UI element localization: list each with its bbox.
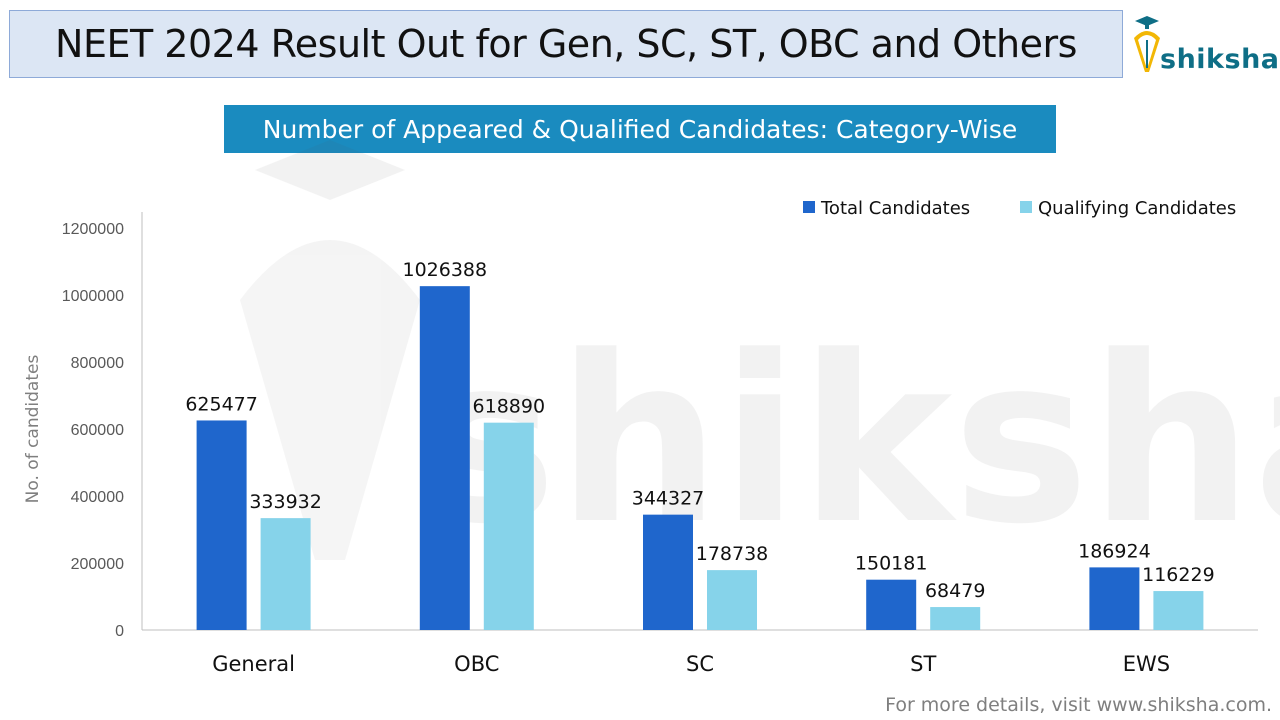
data-label: 1026388 [402, 259, 487, 281]
y-tick-label: 400000 [71, 489, 124, 506]
bar-qualifying-candidates [483, 422, 534, 630]
x-tick-label: SC [686, 652, 714, 676]
legend-total-candidates-swatch [803, 201, 815, 213]
bar-total-candidates [1089, 567, 1140, 630]
shiksha-logo-icon [1134, 16, 1160, 72]
y-tick-label: 200000 [71, 556, 124, 573]
data-label: 333932 [249, 491, 322, 513]
data-label: 625477 [185, 393, 258, 415]
bar-qualifying-candidates [707, 570, 757, 630]
logo-text: shiksha [1160, 44, 1280, 75]
chart-title: Number of Appeared & Qualified Candidate… [262, 114, 1018, 144]
watermark-cap-icon [255, 140, 405, 200]
page-title: NEET 2024 Result Out for Gen, SC, ST, OB… [55, 22, 1077, 66]
bar-qualifying-candidates [1153, 591, 1204, 630]
data-label: 68479 [925, 580, 985, 602]
x-tick-label: OBC [454, 652, 499, 676]
y-tick-label: 1000000 [62, 288, 124, 305]
legend-qualifying-candidates-label: Qualifying Candidates [1038, 198, 1236, 219]
watermark-drop-icon [240, 240, 420, 560]
footer-note: For more details, visit www.shiksha.com. [885, 694, 1272, 716]
x-tick-label: ST [910, 652, 936, 676]
data-label: 178738 [696, 543, 769, 565]
bar-total-candidates [196, 420, 247, 630]
data-label: 618890 [473, 396, 546, 418]
y-tick-label: 0 [115, 623, 124, 640]
legend-total-candidates-label: Total Candidates [820, 198, 970, 219]
watermark-text: shiksha [420, 308, 1280, 575]
bar-total-candidates [419, 286, 470, 630]
data-label: 116229 [1142, 564, 1215, 586]
title-banner: NEET 2024 Result Out for Gen, SC, ST, OB… [9, 10, 1123, 78]
x-tick-label: EWS [1123, 652, 1170, 676]
data-label: 150181 [855, 553, 928, 575]
x-tick-label: General [212, 652, 295, 676]
bar-total-candidates [643, 514, 693, 630]
bar-qualifying-candidates [260, 518, 311, 630]
y-tick-label: 600000 [71, 422, 124, 439]
y-tick-label: 1200000 [62, 221, 124, 238]
bar-total-candidates [866, 579, 917, 630]
data-label: 186924 [1078, 540, 1151, 562]
watermark: shiksha [240, 140, 1280, 575]
bar-qualifying-candidates [930, 607, 981, 630]
legend-qualifying-candidates-swatch [1020, 201, 1032, 213]
data-label: 344327 [632, 488, 705, 510]
y-tick-label: 800000 [71, 355, 124, 372]
y-axis-label: No. of candidates [23, 355, 43, 504]
chart-title-banner: Number of Appeared & Qualified Candidate… [224, 105, 1056, 153]
